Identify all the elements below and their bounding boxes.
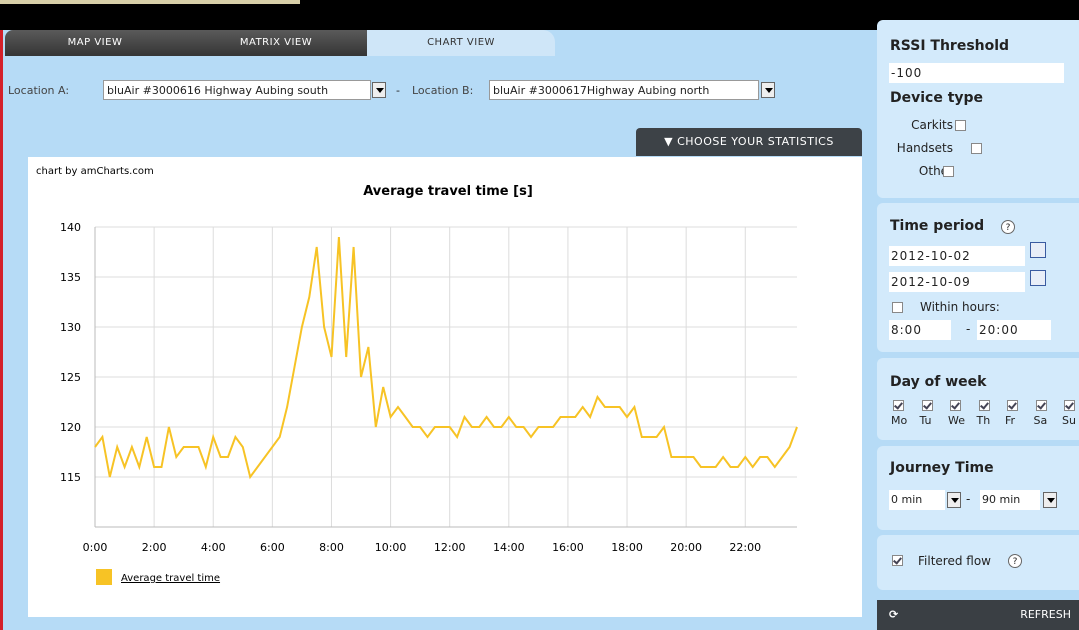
day-checkbox[interactable]: [921, 400, 933, 411]
y-tick-label: 125: [60, 371, 81, 384]
x-tick-label: 14:00: [493, 541, 525, 554]
device-type-checkbox[interactable]: [943, 166, 954, 177]
day-label: Sa: [1033, 414, 1048, 427]
x-tick-label: 10:00: [375, 541, 407, 554]
filtered-flow-label: Filtered flow: [918, 554, 991, 568]
x-tick-label: 12:00: [434, 541, 466, 554]
x-tick-label: 4:00: [201, 541, 226, 554]
chart-credit: chart by amCharts.com: [36, 166, 154, 177]
x-tick-label: 18:00: [611, 541, 643, 554]
flow-panel: [877, 535, 1079, 590]
data-line: [94, 236, 798, 480]
device-type-label: Handsets: [896, 141, 953, 155]
within-hours-checkbox[interactable]: [892, 302, 903, 313]
journey-from-dropdown[interactable]: [947, 492, 961, 508]
device-type-title: Device type: [890, 90, 984, 106]
hours-to-input[interactable]: 20:00: [977, 320, 1051, 340]
top-bar: [0, 0, 1079, 30]
refresh-icon[interactable]: ⟳: [889, 608, 899, 621]
journey-to-dropdown[interactable]: [1043, 492, 1057, 508]
chart: chart by amCharts.com Average travel time…: [36, 166, 798, 585]
filtered-flow-checkbox[interactable]: [892, 555, 903, 566]
filter-panel: [877, 20, 1079, 198]
day-label: We: [948, 414, 965, 427]
device-type-checkbox[interactable]: [955, 120, 966, 131]
hours-from-input[interactable]: 8:00: [889, 320, 951, 340]
help-icon[interactable]: ?: [1008, 554, 1022, 568]
day-panel: [877, 358, 1079, 440]
day-checkbox[interactable]: [950, 400, 961, 411]
time-period-title: Time period: [890, 218, 985, 234]
location-a-dropdown[interactable]: [372, 82, 386, 98]
choose-statistics-button[interactable]: ▼ CHOOSE YOUR STATISTICS: [636, 128, 862, 156]
y-tick-label: 130: [60, 321, 81, 334]
rssi-title: RSSI Threshold: [890, 38, 1010, 54]
location-b-dropdown[interactable]: [761, 82, 775, 98]
rssi-input[interactable]: -100: [889, 63, 1064, 83]
refresh-button[interactable]: ⟳ REFRESH: [877, 600, 1079, 630]
day-label: Su: [1062, 414, 1076, 427]
day-label: Tu: [919, 414, 932, 427]
day-checkbox[interactable]: [1064, 400, 1075, 411]
device-type-label: Carkits: [911, 118, 953, 132]
journey-to-select[interactable]: 90 min: [980, 490, 1040, 510]
y-tick-label: 140: [60, 221, 81, 234]
location-a-select[interactable]: bluAir #3000616 Highway Aubing south: [103, 80, 371, 100]
x-tick-label: 22:00: [729, 541, 761, 554]
hours-separator: -: [966, 322, 971, 336]
y-tick-label: 115: [60, 471, 81, 484]
x-tick-label: 2:00: [142, 541, 167, 554]
legend-swatch: [96, 569, 112, 585]
chart-title: Average travel time [s]: [363, 184, 533, 199]
button-label[interactable]: CHOOSE YOUR STATISTICS: [677, 135, 834, 148]
x-tick-label: 16:00: [552, 541, 584, 554]
day-checkbox[interactable]: [1035, 400, 1047, 411]
device-type-checkbox[interactable]: [971, 143, 982, 154]
refresh-label[interactable]: REFRESH: [1020, 608, 1071, 621]
location-b-select[interactable]: bluAir #3000617Highway Aubing north: [489, 80, 759, 100]
y-tick-label: 120: [60, 421, 81, 434]
journey-panel: [877, 446, 1079, 530]
day-checkbox[interactable]: [893, 400, 904, 411]
day-checkbox[interactable]: [978, 400, 990, 411]
day-label: Fr: [1005, 414, 1016, 427]
day-label: Th: [976, 414, 991, 427]
calendar-icon[interactable]: [1030, 270, 1046, 286]
journey-separator: -: [966, 492, 971, 506]
matrix-tab[interactable]: MATRIX VIEW: [185, 30, 367, 56]
red-border: [0, 30, 3, 630]
x-tick-label: 8:00: [319, 541, 344, 554]
within-hours-label: Within hours:: [920, 300, 1000, 314]
day-of-week-title: Day of week: [890, 374, 987, 390]
map-tab[interactable]: MAP VIEW: [5, 30, 185, 56]
day-label: Mo: [891, 414, 908, 427]
x-tick-label: 20:00: [670, 541, 702, 554]
journey-title: Journey Time: [890, 460, 994, 476]
x-tick-label: 0:00: [83, 541, 108, 554]
location-a-label: Location A:: [8, 84, 70, 97]
map-strip: [0, 0, 300, 4]
legend-label: Average travel time: [121, 573, 220, 584]
chart-tab[interactable]: CHART VIEW: [367, 30, 555, 56]
date-from-input[interactable]: 2012-10-02: [889, 246, 1025, 266]
calendar-icon[interactable]: [1030, 242, 1046, 258]
y-tick-label: 135: [60, 271, 81, 284]
x-tick-label: 6:00: [260, 541, 285, 554]
date-to-input[interactable]: 2012-10-09: [889, 272, 1025, 292]
journey-from-select[interactable]: 0 min: [889, 490, 945, 510]
day-checkbox[interactable]: [1007, 400, 1018, 411]
location-separator: -: [396, 84, 400, 97]
chart-panel: chart by amCharts.com Average travel time…: [28, 157, 862, 617]
location-b-label: Location B:: [412, 84, 474, 97]
help-icon[interactable]: ?: [1001, 220, 1015, 234]
